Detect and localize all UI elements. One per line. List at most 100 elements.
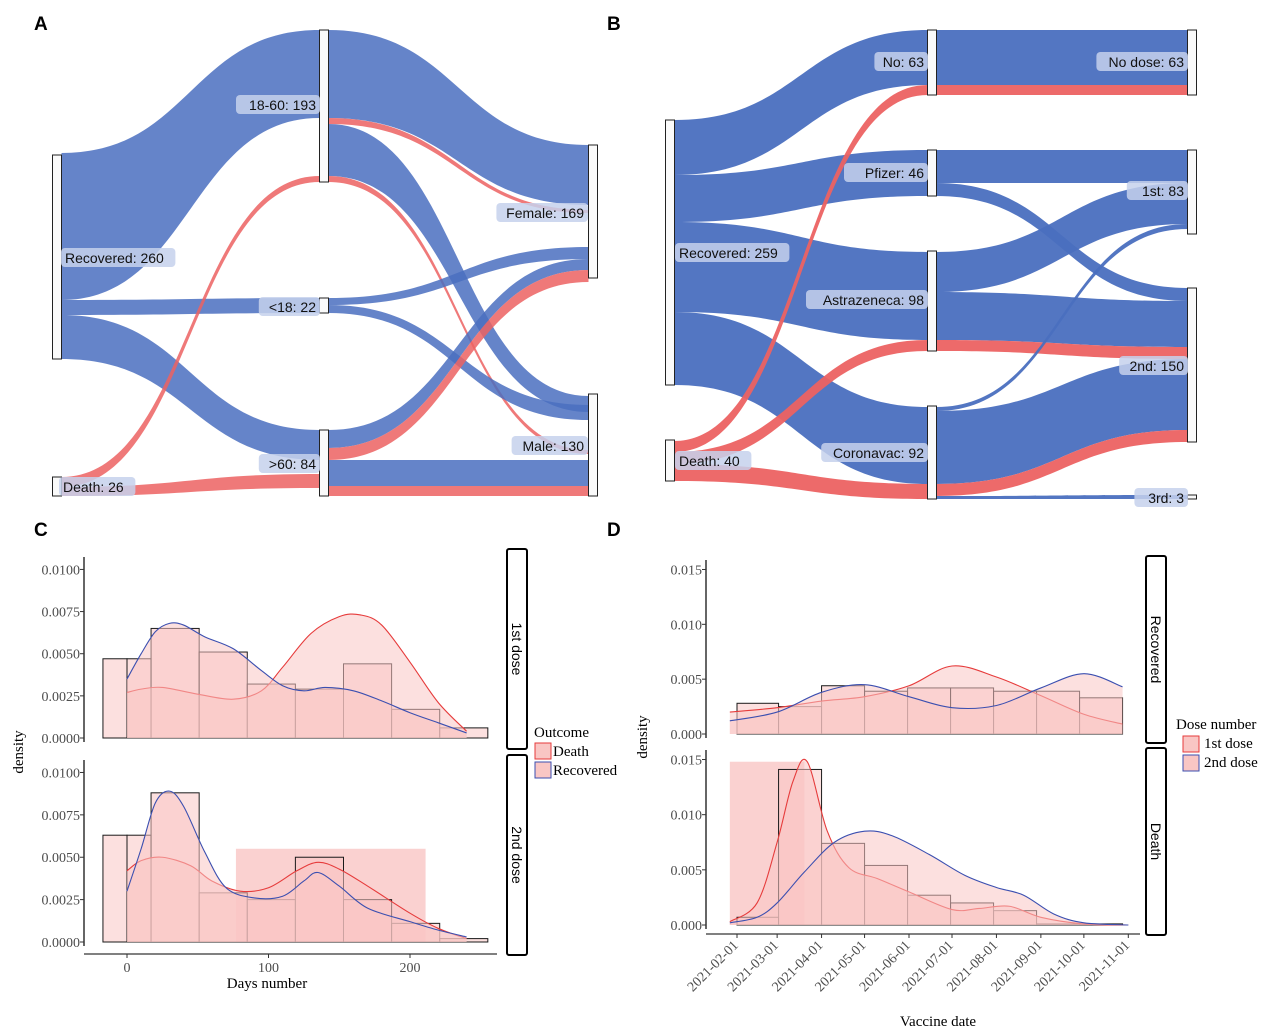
legend-key-recovered [534, 761, 552, 779]
node-label-male-130: Male: 130 [523, 438, 585, 454]
facet-strip-box [506, 548, 528, 750]
x-axis-title: Days number [227, 976, 307, 992]
y-tick-label: 0.010 [671, 809, 703, 824]
flow-b-14 [936, 224, 1188, 411]
panel-letter-c: C [34, 520, 48, 541]
recovered-density-line-area [127, 791, 467, 942]
y-tick-label: 0.015 [671, 754, 703, 769]
y-tick-label: 0.010 [671, 618, 703, 633]
panel-letter-b: B [607, 14, 621, 35]
y-tick-label: 0.000 [671, 728, 703, 743]
legend-key-2nd-dose [1182, 754, 1200, 772]
flow-a-14 [328, 486, 589, 496]
node-label-pfizer-46-bg [844, 163, 928, 182]
legend-entry-2nd-dose: 2nd dose [1204, 755, 1258, 771]
x-tick-label: 200 [400, 961, 421, 976]
alluvial-age-sex: Recovered: 260 Death: 26 18-60: 193 <18: 22… [52, 29, 598, 497]
node-label-death-26-bg [59, 477, 136, 496]
node-male-130 [588, 393, 598, 497]
y-tick-label: 0.000 [671, 919, 703, 934]
x-tick-label: 0 [124, 961, 131, 976]
node-label-3rd-3-bg [1134, 488, 1188, 507]
y-tick-label: 0.0100 [42, 563, 81, 578]
node-label-18-60-193: 18-60: 193 [249, 97, 316, 113]
histogram-bar [102, 834, 128, 943]
node-label-astrazeneca-98-bg [806, 290, 928, 309]
flow-a-8 [328, 176, 589, 454]
node-label-female-169-bg [496, 203, 588, 222]
node-no-dose-63 [1187, 29, 1197, 96]
legend-entry-death: Death [553, 744, 589, 760]
node-label-2nd-150: 2nd: 150 [1130, 358, 1185, 374]
recovered-density-line-area [127, 622, 467, 738]
flow-b-4 [674, 85, 928, 452]
flow-b-16 [936, 430, 1188, 496]
node-label-1st-83-bg [1126, 181, 1188, 200]
node-1st-83 [1187, 149, 1197, 235]
facet-strip-label: Death [1148, 823, 1164, 860]
node-label-recovered-260: Recovered: 260 [65, 250, 164, 266]
node-label-2nd-150-bg [1119, 356, 1188, 375]
flow-a-6 [328, 118, 589, 213]
node-label-coronavac-92: Coronavac: 92 [833, 445, 924, 461]
node-label-18-22-bg [258, 297, 320, 316]
y-axis-title: density [11, 730, 27, 774]
facet-strip-box [1145, 555, 1167, 744]
y-tick-label: 0.0100 [42, 766, 81, 781]
flow-a-11 [328, 259, 589, 448]
facet-strip-label: 1st dose [509, 623, 525, 676]
x-tick-label: 100 [258, 961, 279, 976]
facet-strip-label: 2nd dose [509, 826, 525, 884]
flow-a-2 [61, 315, 320, 460]
legend-title: Dose number [1176, 717, 1256, 733]
x-axis-title: Vaccine date [900, 1014, 977, 1027]
y-tick-label: 0.0075 [42, 606, 81, 621]
facet-1st-dose: 0.0000 0.0025 0.0050 0.0075 0.0100 1st dose [42, 548, 528, 750]
recovered-density-line-area [729, 830, 1129, 925]
y-axis-title: density [635, 715, 651, 759]
node-60-84 [319, 429, 329, 497]
y-tick-label: 0.0000 [42, 732, 81, 747]
node-label-astrazeneca-98: Astrazeneca: 98 [823, 292, 924, 308]
flow-b-13 [936, 340, 1188, 359]
y-tick-label: 0.0075 [42, 809, 81, 824]
node-18-60-193 [319, 29, 329, 183]
node-label-no-dose-63: No dose: 63 [1109, 54, 1185, 70]
node-18-22 [319, 297, 329, 314]
node-label-60-84: >60: 84 [269, 456, 316, 472]
histogram-bar [102, 658, 128, 739]
flow-a-1 [61, 298, 320, 315]
node-label-18-60-193-bg [236, 95, 320, 114]
alluvial-vaccine-dose: Recovered: 259 Death: 40 No: 63 Pfizer: 46 A… [665, 29, 1197, 507]
node-label-recovered-259: Recovered: 259 [679, 245, 778, 261]
legend-key-1st-dose [1182, 735, 1200, 753]
y-tick-label: 0.0025 [42, 894, 81, 909]
panel-letter-a: A [34, 14, 48, 35]
flow-a-13 [328, 460, 589, 486]
recovered-density-line [729, 830, 1129, 926]
node-label-60-84-bg [258, 454, 320, 473]
node-label-male-130-bg [511, 436, 588, 455]
recovered-density-line [729, 673, 1123, 722]
node-label-female-169: Female: 169 [506, 205, 584, 221]
legend-title: Outcome [534, 725, 589, 741]
facet-2nd-dose: 0.0000 0.0025 0.0050 0.0075 0.0100 2nd dose [42, 754, 528, 956]
flow-b-11 [936, 183, 1188, 292]
flow-a-9 [328, 247, 589, 305]
legend-key-death [534, 742, 552, 760]
facet-recovered: 0.000 0.005 0.010 0.015 Recovered [671, 555, 1167, 744]
flow-b-0 [674, 30, 928, 175]
y-tick-label: 0.005 [671, 673, 703, 688]
flow-a-5 [328, 30, 589, 205]
node-astrazeneca-98 [927, 250, 937, 352]
node-recovered-259 [665, 119, 675, 386]
y-tick-label: 0.0025 [42, 690, 81, 705]
recovered-density-line-area [729, 673, 1123, 734]
density-vaccine-date: 0.0000.0050.0100.015Recovered0.0000.0050… [635, 555, 1258, 1027]
node-label-coronavac-92-bg [821, 443, 928, 462]
flow-b-17 [936, 495, 1188, 499]
node-3rd-3 [1187, 494, 1197, 500]
node-label-recovered-259-bg [675, 243, 790, 262]
node-label-18-22: <18: 22 [269, 299, 316, 315]
